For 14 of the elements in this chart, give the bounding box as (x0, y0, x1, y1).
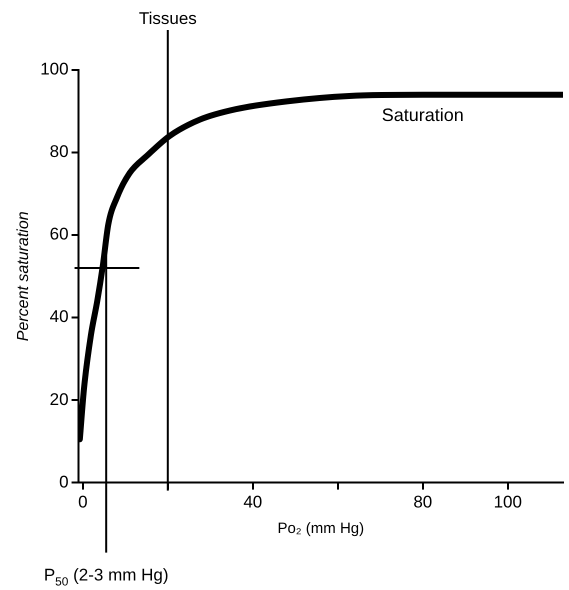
y-tick-label: 0 (59, 472, 69, 492)
x-tick-label: 100 (494, 492, 522, 512)
x-tick-label: 0 (78, 492, 88, 512)
y-tick-label: 40 (50, 307, 69, 326)
y-axis-title: Percent saturation (15, 211, 32, 342)
y-tick-label: 20 (50, 390, 69, 409)
x-tick-label: 40 (243, 492, 262, 512)
x-tick-label: 80 (413, 492, 432, 512)
y-tick-label: 80 (50, 142, 69, 162)
y-tick-label: 60 (50, 224, 69, 244)
x-axis-title: Po₂ (mm Hg) (277, 520, 364, 538)
annotation: Saturation (382, 104, 464, 125)
ref-line-label: Tissues (138, 9, 197, 28)
y-tick-label: 100 (40, 60, 69, 79)
